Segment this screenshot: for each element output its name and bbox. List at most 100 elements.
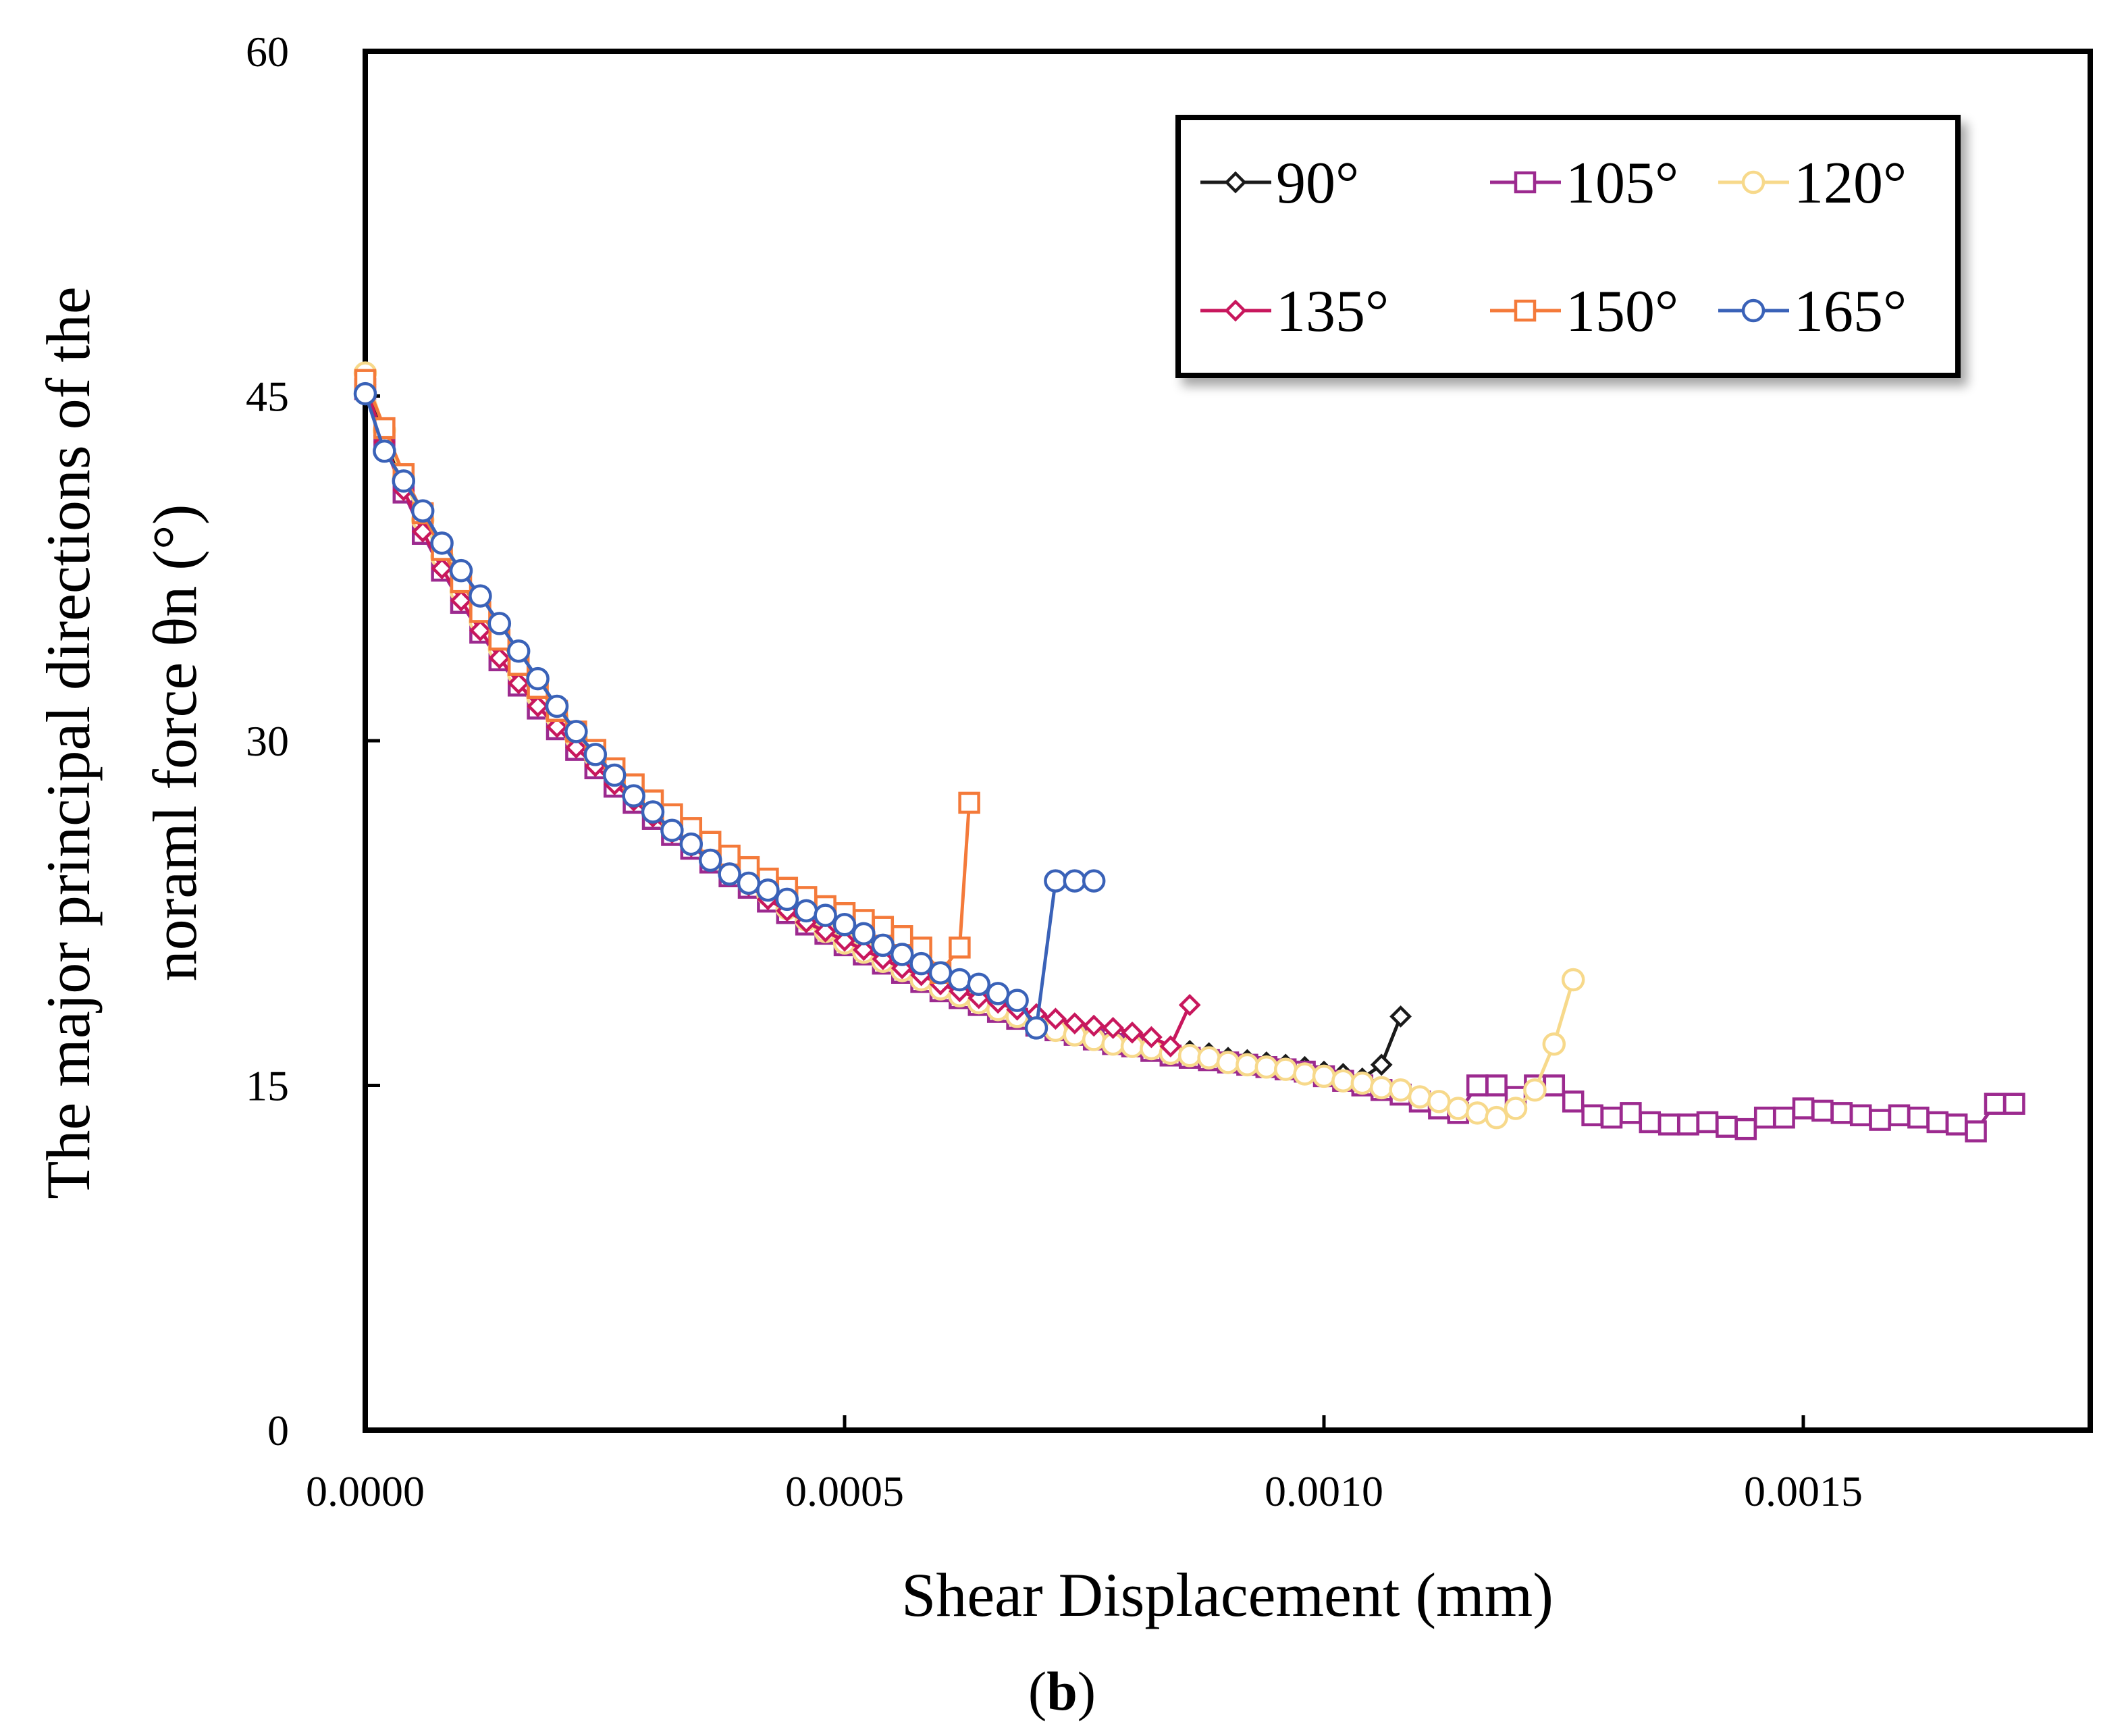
series-0 xyxy=(354,373,1412,1090)
data-point xyxy=(602,763,627,787)
data-point xyxy=(1082,1014,1105,1037)
data-point xyxy=(891,925,913,947)
data-point xyxy=(1102,1017,1124,1039)
series-line xyxy=(363,379,972,976)
legend-entry: 90° xyxy=(1200,151,1359,216)
data-point xyxy=(775,887,799,912)
data-point xyxy=(1753,1106,1776,1129)
data-point xyxy=(986,982,1010,1005)
data-point xyxy=(794,899,818,923)
data-point xyxy=(891,957,913,980)
data-point xyxy=(1485,1105,1508,1130)
data-point xyxy=(718,862,741,886)
data-point xyxy=(660,818,684,842)
data-point xyxy=(1696,1111,1719,1134)
series-line xyxy=(363,386,1192,1049)
data-point xyxy=(564,720,588,743)
data-point xyxy=(1869,1109,1891,1131)
data-point xyxy=(832,913,857,937)
data-point xyxy=(1446,1097,1470,1120)
x-axis-ticks: 0.0000 0.0005 0.0010 0.0015 xyxy=(306,1415,1863,1515)
legend: 90° 105° 120° 135° 150° 165° xyxy=(1175,115,1961,378)
data-point xyxy=(1005,989,1029,1012)
data-point xyxy=(1254,1055,1279,1079)
data-point xyxy=(756,878,780,902)
data-point xyxy=(545,694,569,718)
data-point xyxy=(410,499,435,523)
y-tick-label: 15 xyxy=(246,1062,289,1110)
data-point xyxy=(546,716,568,738)
data-point xyxy=(353,382,377,406)
data-point xyxy=(1926,1111,1949,1134)
data-point xyxy=(1408,1085,1432,1109)
legend-swatch-marker xyxy=(1741,170,1765,194)
legend-label: 165° xyxy=(1794,279,1907,344)
series-5 xyxy=(353,382,1106,1040)
data-point xyxy=(814,903,837,927)
x-tick-label: 0.0010 xyxy=(1265,1467,1383,1515)
y-tick-label: 30 xyxy=(246,717,289,765)
x-tick-label: 0.0005 xyxy=(785,1467,904,1515)
series-3 xyxy=(354,375,1201,1058)
series-layer xyxy=(353,361,2025,1142)
data-point xyxy=(1716,1115,1738,1138)
y-axis-title-line1: The major principal directions of the xyxy=(34,286,103,1199)
data-point xyxy=(699,831,722,853)
series-4 xyxy=(354,369,980,984)
data-point xyxy=(1389,1005,1412,1028)
data-point xyxy=(1369,1076,1393,1100)
data-point xyxy=(1044,869,1067,893)
data-point xyxy=(1504,1097,1528,1120)
data-point xyxy=(909,951,933,976)
data-point xyxy=(958,791,980,814)
data-point xyxy=(1639,1111,1662,1134)
data-point xyxy=(1581,1104,1603,1126)
data-point xyxy=(949,937,971,959)
legend-box xyxy=(1175,115,1961,378)
legend-label: 90° xyxy=(1276,151,1359,216)
data-point xyxy=(641,800,665,824)
data-point xyxy=(1562,1090,1585,1113)
legend-entry: 105° xyxy=(1490,151,1678,216)
data-point xyxy=(411,520,434,543)
data-point xyxy=(1159,1035,1182,1058)
data-point xyxy=(1063,869,1087,893)
data-point xyxy=(1523,1078,1547,1102)
data-point xyxy=(1811,1099,1834,1122)
data-point xyxy=(1121,1021,1144,1044)
data-point xyxy=(1466,1074,1489,1097)
data-point xyxy=(527,695,549,718)
data-point xyxy=(1485,1074,1508,1097)
data-point xyxy=(469,619,492,642)
data-point xyxy=(1312,1064,1336,1088)
data-point xyxy=(852,922,876,946)
legend-entry: 135° xyxy=(1200,279,1389,344)
data-point xyxy=(853,939,875,962)
data-point xyxy=(488,647,511,669)
data-point xyxy=(1657,1113,1680,1136)
data-point xyxy=(431,557,453,580)
data-point xyxy=(1542,1032,1566,1056)
legend-swatch-marker xyxy=(1741,298,1765,323)
data-point xyxy=(833,929,856,952)
data-point xyxy=(1945,1113,1968,1136)
data-point xyxy=(1350,1071,1375,1095)
data-point xyxy=(1465,1101,1489,1125)
data-point xyxy=(1178,994,1201,1016)
legend-label: 135° xyxy=(1276,279,1389,344)
data-point xyxy=(1044,1007,1067,1030)
data-point xyxy=(1140,1026,1163,1049)
y-tick-label: 60 xyxy=(246,28,289,76)
data-point xyxy=(871,933,895,957)
data-point xyxy=(1427,1090,1451,1113)
data-point xyxy=(1888,1104,1911,1126)
data-point xyxy=(449,558,473,583)
data-point xyxy=(1216,1051,1240,1074)
data-point xyxy=(1063,1012,1086,1034)
legend-swatch-marker xyxy=(1224,299,1247,322)
x-axis-title: Shear Displacement (mm) xyxy=(901,1560,1554,1629)
y-axis-title-line2: noraml force θn (°) xyxy=(140,504,209,982)
data-point xyxy=(872,916,895,938)
data-point xyxy=(1543,1074,1566,1097)
